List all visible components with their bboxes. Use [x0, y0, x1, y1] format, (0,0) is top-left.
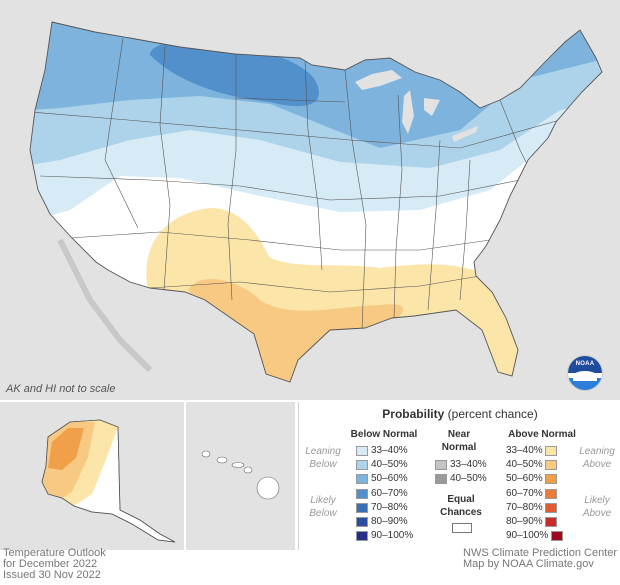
near-normal-header-1: Near	[447, 429, 471, 440]
legend-swatch-label: 33–40%	[450, 459, 487, 470]
below-row-1: 33–40%	[356, 445, 408, 457]
equal-chances-line2: Chances	[440, 507, 482, 518]
below-row-4: 60–70%	[356, 488, 408, 500]
legend-swatch-label: 90–100%	[506, 530, 549, 541]
caption-line2: for December 2022	[3, 558, 98, 570]
legend: Probability (percent chance) Below Norma…	[298, 402, 620, 550]
legend-swatch	[356, 473, 368, 484]
legend-swatch	[356, 530, 368, 541]
caption-line1: Temperature Outlook	[3, 547, 106, 559]
below-normal-header: Below Normal	[350, 429, 418, 440]
above-row-2: 40–50%	[506, 459, 560, 471]
alaska-map-svg	[41, 419, 176, 543]
legend-swatch-label: 60–70%	[371, 488, 408, 499]
legend-swatch	[435, 473, 447, 484]
below-row-6: 80–90%	[356, 516, 408, 528]
hawaii-map-svg	[201, 450, 280, 500]
legend-swatch	[356, 488, 368, 499]
legend-swatch-label: 33–40%	[506, 445, 543, 456]
legend-swatch	[545, 459, 558, 470]
credit-caption: NWS Climate Prediction Center Map by NOA…	[463, 548, 617, 570]
legend-swatch-label: 80–90%	[506, 516, 543, 527]
legend-swatch	[356, 459, 368, 470]
near-normal-header-2: Normal	[441, 442, 477, 453]
legend-title-bold: Probability	[382, 407, 445, 421]
legend-swatch-label: 80–90%	[371, 516, 408, 527]
above-row-1: 33–40%	[506, 445, 560, 457]
credit-line2: Map by NOAA Climate.gov	[463, 558, 594, 570]
near-row-2: 40–50%	[435, 473, 487, 485]
equal-chances-line1: Equal	[447, 494, 475, 505]
above-row-6: 80–90%	[506, 516, 560, 528]
noaa-logo: NOAA	[567, 355, 603, 391]
likely-above-line2: Above	[582, 508, 612, 519]
legend-swatch	[545, 445, 558, 456]
legend-swatch	[545, 473, 558, 484]
above-row-7: 90–100%	[506, 530, 566, 542]
legend-swatch	[545, 516, 558, 527]
legend-swatch-label: 40–50%	[506, 459, 543, 470]
legend-swatch-label: 90–100%	[371, 530, 414, 541]
legend-swatch	[551, 530, 564, 541]
alaska-panel	[0, 402, 184, 550]
legend-swatch-label: 60–70%	[506, 488, 543, 499]
legend-swatch-label: 70–80%	[506, 502, 543, 513]
credit-line1: NWS Climate Prediction Center	[463, 547, 618, 559]
above-normal-header: Above Normal	[508, 429, 576, 440]
legend-swatch-label: 33–40%	[371, 445, 408, 456]
near-row-1: 33–40%	[435, 459, 487, 471]
below-row-3: 50–60%	[356, 473, 408, 485]
legend-swatch-label: 70–80%	[371, 502, 408, 513]
hawaii-panel	[186, 402, 295, 550]
legend-swatch	[356, 445, 368, 456]
outlook-map: AK and HI not to scale NOAA	[0, 0, 620, 400]
legend-swatch-label: 40–50%	[450, 473, 487, 484]
likely-above-line1: Likely	[584, 495, 610, 506]
legend-swatch-label: 50–60%	[371, 473, 408, 484]
hawaii-islands	[201, 450, 280, 500]
legend-swatch	[435, 459, 447, 470]
caption-line3: Issued 30 Nov 2022	[3, 569, 101, 581]
leaning-above-line1: Leaning	[579, 446, 615, 457]
leaning-below-label: Leaning Below	[301, 445, 345, 471]
legend-title-rest: (percent chance)	[447, 407, 538, 421]
outlook-caption: Temperature Outlook for December 2022 Is…	[3, 548, 106, 581]
scale-note: AK and HI not to scale	[6, 383, 116, 395]
equal-chances-swatch	[452, 523, 472, 533]
leaning-above-line2: Above	[582, 459, 612, 470]
leaning-above-label: Leaning Above	[575, 445, 619, 471]
likely-below-line1: Likely	[310, 495, 336, 506]
conus-outline	[29, 21, 603, 383]
legend-swatch	[545, 502, 558, 513]
above-row-4: 60–70%	[506, 488, 560, 500]
likely-below-label: Likely Below	[301, 494, 345, 520]
legend-title: Probability (percent chance)	[299, 407, 620, 421]
above-row-3: 50–60%	[506, 473, 560, 485]
legend-swatch	[545, 488, 558, 499]
below-row-5: 70–80%	[356, 502, 408, 514]
above-row-5: 70–80%	[506, 502, 560, 514]
below-row-2: 40–50%	[356, 459, 408, 471]
legend-swatch	[356, 516, 368, 527]
legend-swatch-label: 40–50%	[371, 459, 408, 470]
leaning-below-line1: Leaning	[305, 446, 341, 457]
legend-swatch	[356, 502, 368, 513]
likely-below-line2: Below	[309, 508, 337, 519]
leaning-below-line2: Below	[309, 459, 337, 470]
conus-map-svg	[29, 21, 603, 383]
below-row-7: 90–100%	[356, 530, 413, 542]
noaa-logo-text: NOAA	[575, 361, 595, 367]
likely-above-label: Likely Above	[575, 494, 619, 520]
legend-swatch-label: 50–60%	[506, 473, 543, 484]
